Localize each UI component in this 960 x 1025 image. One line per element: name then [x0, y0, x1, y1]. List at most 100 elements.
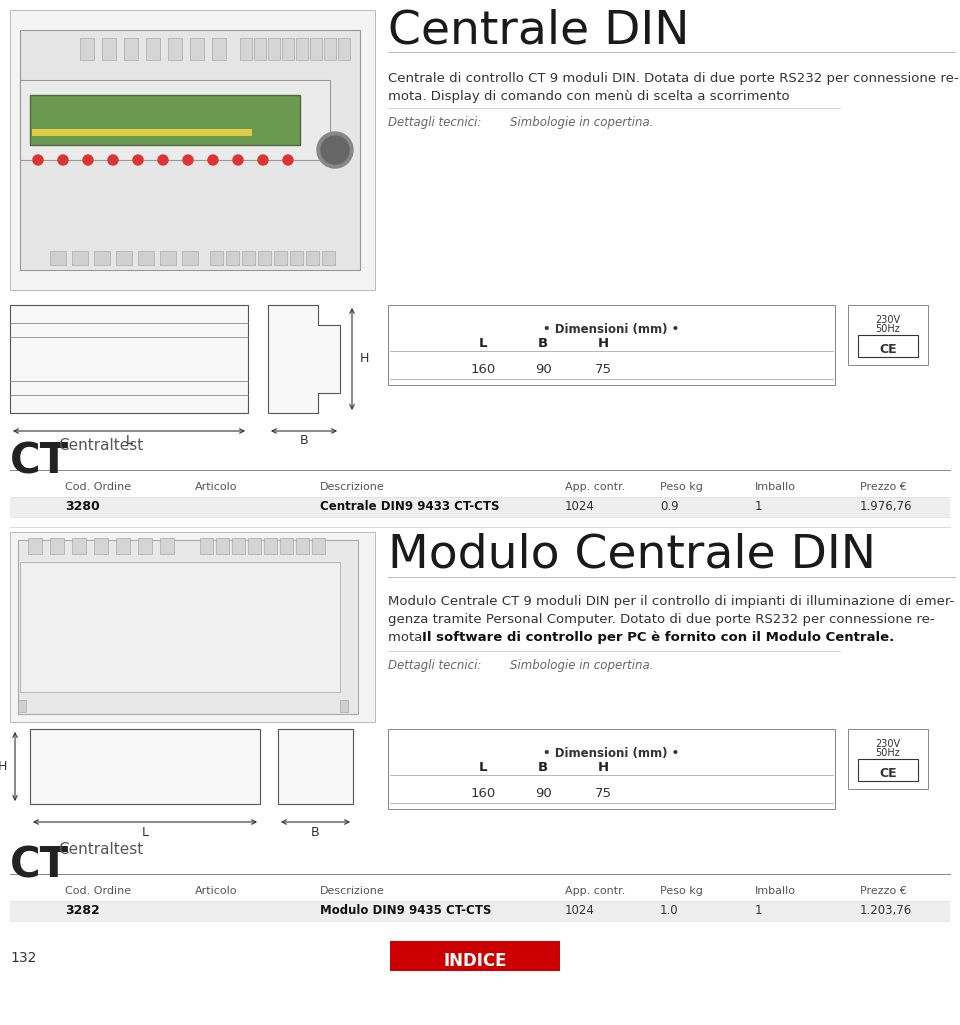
Bar — [296, 538, 309, 554]
Bar — [30, 729, 260, 804]
Text: L: L — [479, 761, 488, 774]
Text: 1.976,76: 1.976,76 — [860, 500, 913, 512]
Text: 230V: 230V — [876, 739, 900, 749]
Bar — [20, 562, 340, 692]
Bar — [200, 538, 213, 554]
Text: 160: 160 — [470, 363, 495, 376]
Bar — [254, 38, 266, 60]
Text: Il software di controllo per PC è fornito con il Modulo Centrale.: Il software di controllo per PC è fornit… — [422, 631, 895, 644]
Bar — [248, 538, 261, 554]
Text: 1.203,76: 1.203,76 — [860, 904, 912, 917]
Polygon shape — [268, 305, 340, 413]
Bar — [324, 38, 336, 60]
Bar — [264, 538, 277, 554]
Text: CE: CE — [879, 343, 897, 356]
Bar — [138, 538, 152, 554]
Text: Peso kg: Peso kg — [660, 886, 703, 896]
Bar — [146, 38, 160, 60]
Bar — [10, 901, 950, 921]
Bar — [80, 38, 94, 60]
Bar — [94, 538, 108, 554]
Bar — [388, 729, 835, 809]
Bar — [124, 38, 138, 60]
Text: Modulo DIN9 9435 CT-CTS: Modulo DIN9 9435 CT-CTS — [320, 904, 492, 917]
Bar — [858, 335, 918, 357]
Text: mota. Display di comando con menù di scelta a scorrimento: mota. Display di comando con menù di sce… — [388, 90, 790, 102]
Text: 90: 90 — [535, 787, 551, 800]
Text: Centrale DIN9 9433 CT-CTS: Centrale DIN9 9433 CT-CTS — [320, 500, 499, 512]
Text: Prezzo €: Prezzo € — [860, 886, 907, 896]
Bar — [160, 538, 174, 554]
Text: H: H — [360, 353, 370, 366]
Text: App. contr.: App. contr. — [565, 886, 625, 896]
Bar — [168, 38, 182, 60]
Bar — [322, 251, 335, 265]
Bar — [94, 251, 110, 265]
Bar — [340, 700, 348, 712]
Bar — [296, 38, 308, 60]
Text: Peso kg: Peso kg — [660, 482, 703, 492]
Text: B: B — [300, 435, 308, 448]
Bar — [232, 538, 245, 554]
Text: Modulo Centrale CT 9 moduli DIN per il controllo di impianti di illuminazione di: Modulo Centrale CT 9 moduli DIN per il c… — [388, 594, 954, 608]
Bar — [388, 305, 835, 385]
Circle shape — [58, 155, 68, 165]
Bar — [30, 95, 300, 145]
Text: Simbologie in copertina.: Simbologie in copertina. — [510, 659, 654, 672]
Text: L: L — [126, 435, 132, 448]
Bar — [210, 251, 223, 265]
Bar — [28, 538, 42, 554]
Text: B: B — [311, 825, 320, 838]
Text: B: B — [538, 337, 548, 350]
Circle shape — [33, 155, 43, 165]
Text: 1: 1 — [755, 500, 762, 512]
Text: 75: 75 — [594, 363, 612, 376]
Bar — [310, 38, 322, 60]
Bar — [390, 941, 560, 971]
Bar — [10, 497, 950, 517]
Text: 0.9: 0.9 — [660, 500, 679, 512]
Bar — [18, 700, 26, 712]
Circle shape — [108, 155, 118, 165]
Text: 3282: 3282 — [65, 904, 100, 917]
Bar — [242, 251, 255, 265]
Bar — [268, 38, 280, 60]
Bar — [240, 38, 252, 60]
Bar — [216, 538, 229, 554]
Bar — [10, 305, 248, 413]
Text: 75: 75 — [594, 787, 612, 800]
Text: H: H — [597, 761, 609, 774]
Bar — [10, 10, 375, 290]
Bar — [280, 538, 293, 554]
Text: Centraltest: Centraltest — [58, 842, 143, 857]
Bar — [10, 532, 375, 722]
Text: Modulo Centrale DIN: Modulo Centrale DIN — [388, 532, 876, 577]
Text: Centraltest: Centraltest — [58, 438, 143, 453]
Bar — [72, 251, 88, 265]
Circle shape — [183, 155, 193, 165]
Text: L: L — [141, 825, 149, 838]
Circle shape — [233, 155, 243, 165]
Text: Descrizione: Descrizione — [320, 886, 385, 896]
Text: Cod. Ordine: Cod. Ordine — [65, 482, 132, 492]
Text: 230V: 230V — [876, 315, 900, 325]
Bar — [72, 538, 86, 554]
Circle shape — [283, 155, 293, 165]
Text: 3280: 3280 — [65, 500, 100, 512]
Bar — [848, 729, 928, 789]
Text: CE: CE — [879, 767, 897, 780]
Text: Dettagli tecnici:: Dettagli tecnici: — [388, 659, 481, 672]
Bar — [212, 38, 226, 60]
Circle shape — [83, 155, 93, 165]
Text: Simbologie in copertina.: Simbologie in copertina. — [510, 116, 654, 129]
Bar — [20, 30, 360, 270]
Bar — [274, 251, 287, 265]
Text: genza tramite Personal Computer. Dotato di due porte RS232 per connessione re-: genza tramite Personal Computer. Dotato … — [388, 613, 935, 626]
Bar — [338, 38, 350, 60]
Bar — [190, 38, 204, 60]
Bar — [226, 251, 239, 265]
Text: Articolo: Articolo — [195, 482, 237, 492]
Text: • Dimensioni (mm) •: • Dimensioni (mm) • — [542, 747, 679, 760]
Text: CT: CT — [10, 440, 69, 482]
Bar — [116, 251, 132, 265]
